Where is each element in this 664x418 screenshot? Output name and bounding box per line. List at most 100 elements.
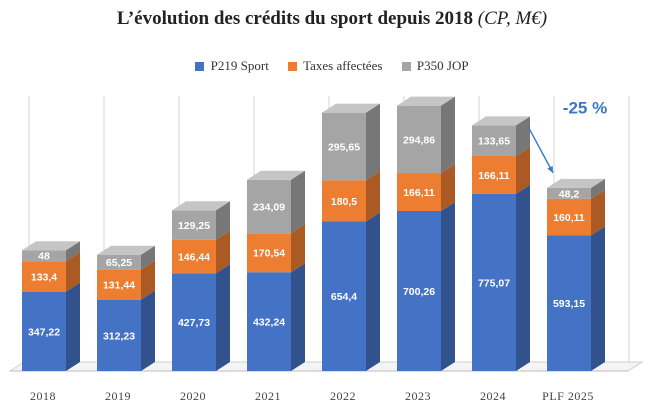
bar-side [591, 226, 605, 371]
bar-segment [322, 112, 366, 181]
bar-side [66, 252, 80, 292]
bar-segment [547, 235, 591, 371]
bar-top [22, 241, 80, 251]
bar-side [366, 103, 380, 181]
data-label: 48,2 [559, 188, 580, 200]
data-label: 427,73 [178, 317, 210, 329]
bar-segment [172, 210, 216, 240]
bar-top [547, 178, 605, 188]
tick-label: 2022 [330, 389, 356, 403]
bar-segment [322, 221, 366, 371]
bar-segment [322, 180, 366, 222]
chart-title-main: L’évolution des crédits du sport depuis … [116, 8, 474, 29]
bar-side [441, 96, 455, 174]
bar-side [591, 178, 605, 199]
legend-label-taxes: Taxes affectées [303, 58, 383, 73]
chart-title-unit: (CP, M€) [477, 8, 548, 29]
chart-legend: P219 Sport Taxes affectées P350 JOP [0, 58, 664, 74]
bar-top [97, 245, 155, 255]
data-label: 146,44 [178, 252, 210, 264]
annotation-arrow-line [527, 126, 554, 174]
legend-label-p350: P350 JOP [416, 58, 469, 73]
bar-segment [472, 125, 516, 156]
legend-item-p350: P350 JOP [401, 58, 469, 74]
data-label: 700,26 [403, 286, 435, 298]
bar-side [141, 245, 155, 270]
tick-label: 2019 [105, 389, 131, 403]
bar-side [216, 264, 230, 371]
bar-top [247, 170, 305, 180]
bar-top [397, 96, 455, 106]
annotation-label: -25 % [563, 98, 607, 117]
bar-segment [22, 291, 66, 371]
bar-segment [472, 193, 516, 371]
data-label: 160,11 [553, 212, 585, 224]
bar-segment [547, 187, 591, 199]
bar-segment [472, 155, 516, 194]
bar-side [291, 170, 305, 234]
legend-item-p219: P219 Sport [195, 58, 269, 74]
data-label: 234,09 [253, 202, 285, 214]
data-label: 295,65 [328, 141, 360, 153]
legend-label-p219: P219 Sport [210, 58, 269, 73]
annotation-arrow-head [547, 165, 553, 173]
bar-segment [172, 239, 216, 274]
data-label: 166,11 [478, 170, 510, 182]
bar-top [472, 116, 530, 126]
bar-side [591, 189, 605, 236]
tick-label: 2020 [180, 389, 206, 403]
data-label: 65,25 [106, 257, 132, 269]
data-label: 133,65 [478, 136, 510, 148]
bar-side [141, 290, 155, 371]
tick-label: 2018 [30, 389, 56, 403]
data-label: 347,22 [28, 326, 60, 338]
tick-label: 2023 [405, 389, 431, 403]
bar-side [366, 171, 380, 222]
bar-side [66, 282, 80, 371]
bar-side [516, 146, 530, 194]
data-label: 294,86 [403, 134, 435, 146]
bar-segment [247, 272, 291, 371]
bar-segment [22, 250, 66, 262]
data-label: 170,54 [253, 248, 285, 260]
data-label: 593,15 [553, 298, 585, 310]
bar-top [322, 103, 380, 113]
bar-side [141, 260, 155, 300]
data-label: 432,24 [253, 317, 285, 329]
data-label: 180,5 [331, 196, 357, 208]
bar-side [516, 184, 530, 371]
legend-swatch-taxes [288, 61, 298, 71]
legend-swatch-p219 [195, 61, 205, 71]
bar-side [216, 230, 230, 274]
bar-segment [397, 210, 441, 371]
data-label: 48 [38, 251, 50, 263]
data-label: 133,4 [31, 271, 57, 283]
bar-segment [247, 233, 291, 273]
bar-segment [22, 261, 66, 292]
data-label: 131,44 [103, 280, 135, 292]
bar-side [66, 241, 80, 262]
bar-segment [397, 105, 441, 174]
legend-item-taxes: Taxes affectées [288, 58, 382, 74]
bar-segment [97, 299, 141, 371]
tick-label: 2024 [480, 389, 506, 403]
bar-side [516, 116, 530, 156]
bar-side [291, 224, 305, 273]
bar-segment [547, 198, 591, 236]
chart-title: L’évolution des crédits du sport depuis … [0, 8, 664, 30]
bar-side [441, 164, 455, 211]
data-label: 129,25 [178, 220, 210, 232]
data-label: 775,07 [478, 277, 510, 289]
bar-side [291, 263, 305, 371]
bar-side [216, 201, 230, 240]
bar-segment [97, 269, 141, 300]
bar-segment [97, 254, 141, 270]
tick-label: PLF 2025 [542, 389, 594, 403]
legend-swatch-p350 [401, 61, 411, 71]
bar-side [441, 201, 455, 371]
bar-side [366, 212, 380, 371]
data-label: 312,23 [103, 330, 135, 342]
bar-top [172, 201, 230, 211]
bar-segment [172, 273, 216, 371]
